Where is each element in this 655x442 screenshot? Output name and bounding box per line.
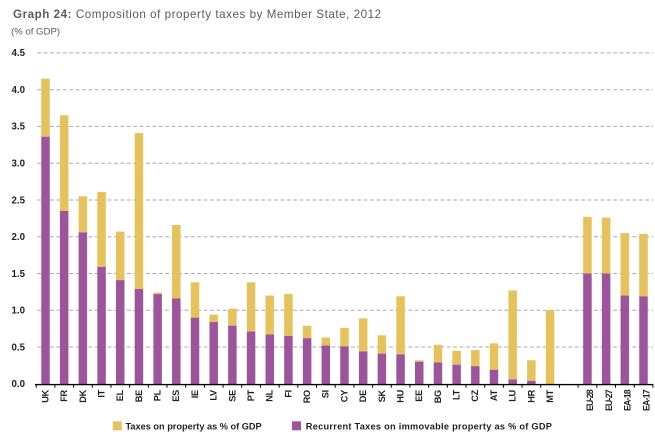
svg-text:3.5: 3.5 (12, 122, 26, 133)
svg-text:LV: LV (209, 389, 219, 401)
svg-text:1.5: 1.5 (12, 269, 26, 280)
svg-text:CZ: CZ (470, 389, 480, 401)
svg-text:4.5: 4.5 (12, 48, 26, 59)
svg-text:HU: HU (395, 389, 405, 402)
svg-text:LU: LU (508, 389, 518, 401)
svg-text:EL: EL (115, 389, 125, 401)
svg-text:FR: FR (59, 389, 69, 401)
svg-text:EU-28: EU-28 (585, 389, 595, 411)
svg-text:RO: RO (302, 390, 312, 403)
svg-text:BG: BG (433, 390, 443, 403)
svg-text:Graph 24: Composition of prope: Graph 24: Composition of property taxes … (13, 8, 382, 21)
svg-text:ES: ES (171, 390, 181, 402)
svg-text:IT: IT (96, 389, 106, 397)
svg-text:(% of GDP): (% of GDP) (11, 26, 60, 37)
svg-text:Taxes on property as % of GDP: Taxes on property as % of GDP (126, 422, 262, 432)
svg-text:SI: SI (321, 390, 331, 398)
svg-text:AT: AT (489, 389, 499, 401)
svg-text:Recurrent Taxes on immovable p: Recurrent Taxes on immovable property as… (306, 422, 552, 432)
svg-text:DE: DE (358, 390, 368, 402)
svg-text:IE: IE (190, 390, 200, 398)
svg-text:MT: MT (545, 389, 555, 402)
svg-text:NL: NL (265, 389, 275, 401)
svg-text:0.5: 0.5 (12, 342, 26, 353)
svg-text:LT: LT (452, 389, 462, 400)
svg-text:0.0: 0.0 (12, 379, 25, 390)
svg-text:4.0: 4.0 (12, 85, 25, 96)
svg-text:SK: SK (377, 389, 387, 402)
svg-text:1.0: 1.0 (12, 306, 25, 317)
svg-text:EE: EE (414, 390, 424, 402)
svg-text:CY: CY (339, 390, 349, 402)
svg-text:2.5: 2.5 (12, 195, 26, 206)
svg-text:HR: HR (526, 389, 536, 402)
svg-text:EA-18: EA-18 (623, 389, 633, 411)
svg-text:SE: SE (227, 390, 237, 402)
svg-text:EA-17: EA-17 (641, 389, 651, 411)
svg-text:2.0: 2.0 (12, 232, 25, 243)
svg-text:DK: DK (78, 389, 88, 402)
svg-text:EU-27: EU-27 (604, 389, 614, 411)
svg-text:PT: PT (246, 389, 256, 401)
svg-text:3.0: 3.0 (12, 159, 25, 170)
svg-text:PL: PL (153, 389, 163, 401)
svg-text:FI: FI (283, 390, 293, 398)
svg-text:UK: UK (40, 389, 50, 402)
svg-text:BE: BE (134, 390, 144, 402)
